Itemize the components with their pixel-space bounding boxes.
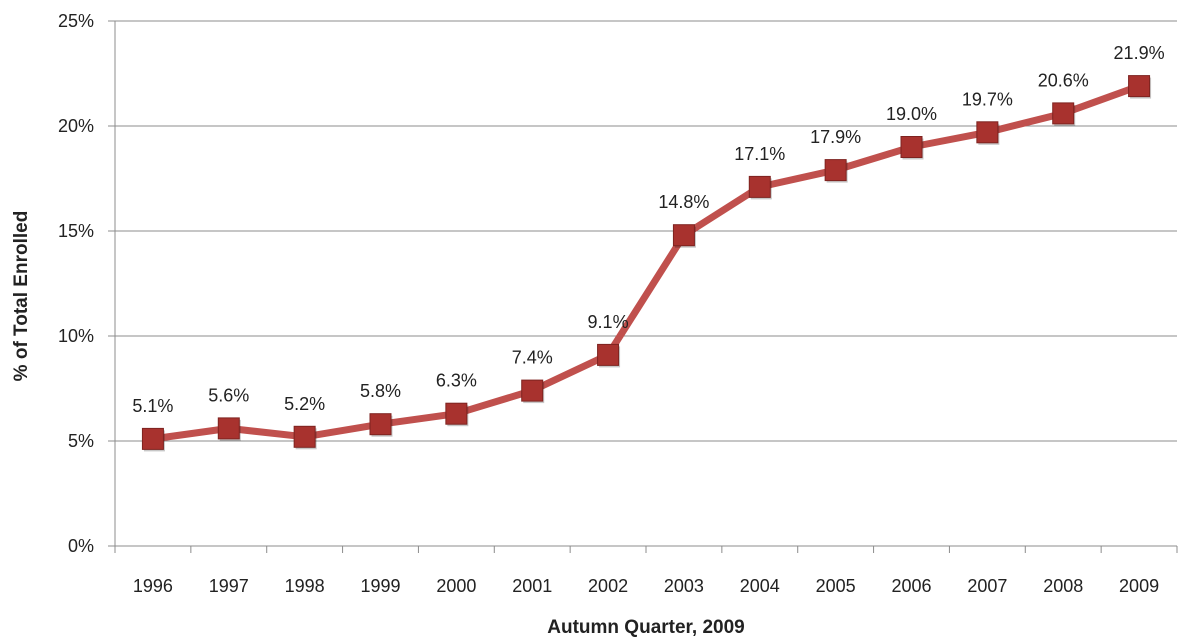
x-tick-label: 2006 [891,576,931,596]
y-tick-label: 20% [58,116,94,136]
data-point-1997 [217,417,240,440]
data-label-1999: 5.8% [360,381,401,401]
data-label-2003: 14.8% [658,192,709,212]
data-point-2008 [1052,102,1075,125]
data-point-2002 [597,343,620,366]
y-tick-label: 5% [68,431,94,451]
data-point-2003 [672,224,695,247]
data-label-1997: 5.6% [208,385,249,405]
data-label-2004: 17.1% [734,144,785,164]
axes: 0% 5% 10% 15% 20% 25% 1996 1997 1998 1999 2000 2001… [58,11,1178,596]
data-point-2007 [976,121,999,144]
data-label-2008: 20.6% [1038,70,1089,90]
data-label-1998: 5.2% [284,394,325,414]
data-point-2009 [1128,75,1151,98]
data-label-2000: 6.3% [436,371,477,391]
data-point-2001 [521,379,544,402]
y-axis-title: % of Total Enrolled [11,211,32,382]
x-tick-label: 2009 [1119,576,1159,596]
series-line-0 [149,82,1143,443]
series-layer [141,75,1152,452]
y-tick-label: 0% [68,536,94,556]
y-tick-label: 15% [58,221,94,241]
data-point-1998 [293,425,316,448]
x-tick-label: 1997 [209,576,249,596]
data-label-2001: 7.4% [512,348,553,368]
x-tick-label: 2005 [816,576,856,596]
y-tick-label: 25% [58,11,94,31]
data-label-1996: 5.1% [132,396,173,416]
data-label-2007: 19.7% [962,89,1013,109]
x-tick-label: 2007 [967,576,1007,596]
data-point-2005 [824,159,847,182]
data-label-2005: 17.9% [810,127,861,147]
x-tick-label: 2003 [664,576,704,596]
x-tick-label: 1996 [133,576,173,596]
data-point-1996 [141,427,164,450]
x-tick-label: 1999 [360,576,400,596]
x-tick-label: 2004 [740,576,780,596]
data-label-2006: 19.0% [886,104,937,124]
data-labels: 5.1% 5.6% 5.2% 5.8% 6.3% 7.4% 9.1% 14.8% 17.1% 17… [132,43,1164,416]
data-point-1999 [369,413,392,436]
x-tick-label: 2002 [588,576,628,596]
x-tick-label: 2008 [1043,576,1083,596]
x-tick-label: 2000 [436,576,476,596]
data-label-2009: 21.9% [1114,43,1165,63]
data-point-2004 [748,175,771,198]
y-tick-label: 10% [58,326,94,346]
data-point-2000 [445,402,468,425]
x-axis-title: Autumn Quarter, 2009 [547,617,744,638]
gridlines [115,20,1177,442]
data-label-2002: 9.1% [588,312,629,332]
data-point-2006 [900,136,923,158]
x-tick-label: 2001 [512,576,552,596]
x-tick-label: 1998 [285,576,325,596]
